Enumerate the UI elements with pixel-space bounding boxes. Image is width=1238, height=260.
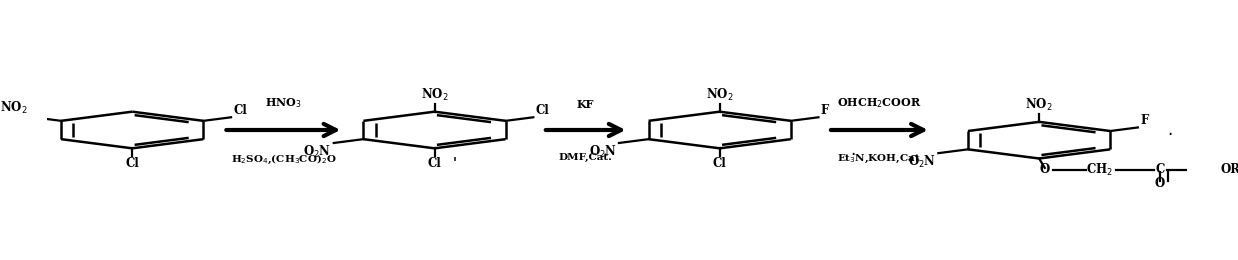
Text: F: F — [821, 104, 829, 117]
Text: O: O — [1155, 177, 1165, 190]
Text: .: . — [1167, 121, 1172, 139]
Text: CH$_2$: CH$_2$ — [1086, 162, 1113, 178]
Text: HNO$_3$: HNO$_3$ — [265, 96, 302, 110]
Text: F: F — [1140, 114, 1149, 127]
Text: O$_2$N: O$_2$N — [303, 144, 332, 160]
Text: OHCH$_2$COOR: OHCH$_2$COOR — [837, 96, 921, 110]
Text: Et$_3$N,KOH,Cat: Et$_3$N,KOH,Cat — [837, 153, 921, 165]
Text: NO$_2$: NO$_2$ — [0, 100, 27, 116]
Text: .: . — [851, 141, 855, 159]
Text: O$_2$N: O$_2$N — [588, 144, 617, 160]
Text: NO$_2$: NO$_2$ — [706, 87, 733, 103]
Text: KF: KF — [577, 99, 594, 110]
Text: Cl: Cl — [713, 157, 727, 170]
Text: Cl: Cl — [427, 157, 442, 170]
Text: O$_2$N: O$_2$N — [907, 154, 936, 170]
Text: DMF,Cat.: DMF,Cat. — [558, 153, 613, 162]
Text: NO$_2$: NO$_2$ — [421, 87, 448, 103]
Text: ': ' — [453, 157, 457, 170]
Text: Cl: Cl — [536, 104, 550, 117]
Text: OR: OR — [1221, 164, 1238, 177]
Text: O: O — [1040, 164, 1050, 177]
Text: NO$_2$: NO$_2$ — [1025, 97, 1052, 113]
Text: Cl: Cl — [233, 104, 248, 117]
Text: C: C — [1155, 163, 1165, 176]
Text: H$_2$SO$_4$,(CH$_3$CO)$_2$O: H$_2$SO$_4$,(CH$_3$CO)$_2$O — [230, 153, 337, 166]
Text: Cl: Cl — [125, 157, 139, 170]
